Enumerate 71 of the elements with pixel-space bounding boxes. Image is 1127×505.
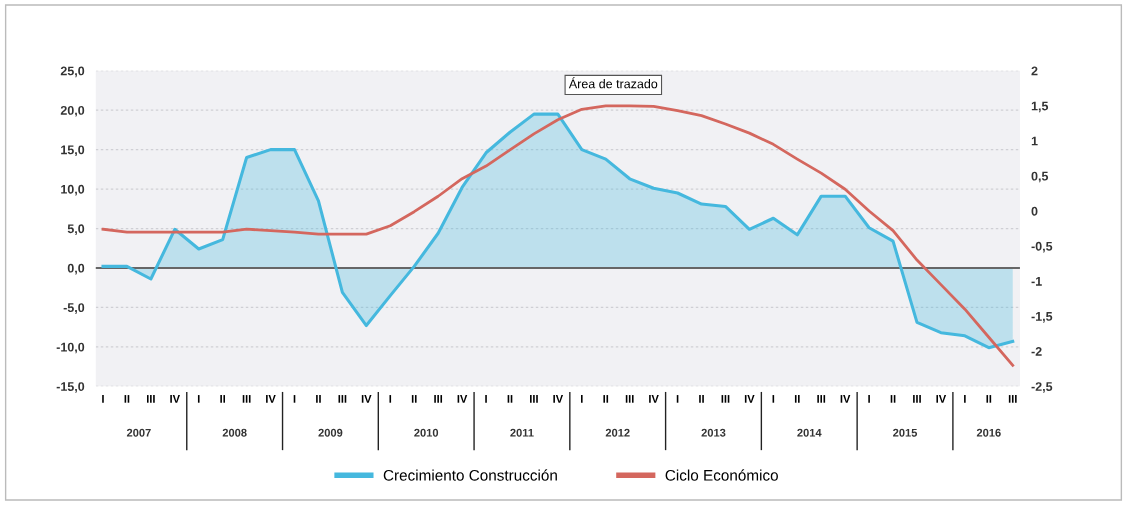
x-tick-label: IV: [840, 395, 851, 403]
x-tick-label: II: [603, 395, 609, 403]
x-tick-label: I: [868, 395, 870, 403]
y-tick-label: -10,0: [56, 342, 85, 354]
y-tick-label: -5,0: [63, 303, 85, 314]
text: 2009: [318, 428, 343, 437]
x-tick-label: IV: [457, 395, 468, 403]
text: 2010: [414, 428, 439, 437]
x-tick-label: III: [434, 395, 443, 403]
text: 2011: [510, 428, 534, 437]
text: 2014: [797, 428, 822, 437]
y-tick-label: 25,0: [60, 66, 85, 78]
x-tick-label: IV: [936, 395, 947, 403]
y2-tick-label: 1: [1031, 136, 1038, 146]
y-tick-label: 10,0: [61, 184, 85, 196]
legend-label: Crecimiento Construcción: [383, 469, 557, 481]
x-tick-label: II: [507, 395, 513, 403]
legend-label: Ciclo Económico: [665, 469, 778, 481]
x-tick-label: II: [986, 395, 992, 403]
x-tick-label: II: [124, 395, 130, 403]
x-tick-label: I: [293, 395, 296, 403]
y-tick-label: 15,0: [61, 145, 85, 157]
x-tick-label: IV: [361, 395, 372, 403]
y2-tick-label: 0,5: [1031, 171, 1049, 183]
x-tick-label: IV: [266, 395, 276, 403]
x-tick-label: I: [485, 395, 487, 403]
text: 2013: [701, 428, 726, 437]
x-tick-label: II: [411, 395, 417, 403]
x-tick-label: I: [581, 395, 583, 403]
x-tick-label: IV: [170, 395, 180, 403]
y2-tick-label: -1: [1031, 277, 1042, 286]
x-tick-label: II: [794, 395, 800, 403]
x-tick-label: III: [625, 395, 634, 403]
x-tick-label: IV: [649, 395, 659, 403]
y2-tick-label: 2: [1031, 66, 1038, 76]
y2-tick-label: -2: [1031, 347, 1042, 356]
text: 2016: [976, 428, 1001, 437]
x-tick-label: II: [890, 395, 896, 403]
x-tick-label: III: [530, 395, 538, 403]
x-tick-label: I: [102, 395, 104, 403]
x-tick-label: III: [817, 395, 826, 403]
y2-tick-label: 1,5: [1031, 101, 1049, 113]
x-tick-label: III: [242, 395, 251, 403]
y2-tick-label: -1,5: [1031, 312, 1053, 323]
text: 2007: [126, 428, 151, 437]
text: 2012: [605, 428, 630, 437]
x-tick-label: II: [699, 395, 704, 403]
y-tick-label: 5,0: [67, 224, 85, 235]
annotation: Área de trazado: [568, 77, 658, 89]
y2-tick-label: -2,5: [1031, 382, 1053, 393]
x-tick-label: I: [964, 395, 966, 403]
y-tick-label: -15,0: [56, 382, 85, 393]
x-tick-label: III: [338, 395, 347, 403]
y2-tick-label: 0: [1031, 206, 1038, 216]
x-tick-label: IV: [744, 395, 755, 403]
x-tick-label: I: [772, 395, 775, 403]
text: 2015: [893, 428, 918, 437]
x-tick-label: III: [913, 395, 921, 403]
y-tick-label: 20,0: [60, 105, 85, 117]
x-tick-label: IV: [553, 395, 564, 403]
x-tick-label: III: [1008, 395, 1017, 403]
x-tick-label: I: [676, 395, 679, 403]
x-tick-label: I: [389, 395, 392, 403]
x-tick-label: II: [220, 395, 226, 403]
x-tick-label: I: [197, 395, 200, 403]
x-tick-label: III: [146, 395, 155, 403]
text: 2008: [222, 428, 247, 437]
y2-tick-label: -0,5: [1031, 241, 1053, 253]
x-tick-label: III: [721, 395, 730, 403]
y-tick-label: 0,0: [67, 263, 85, 275]
x-tick-label: II: [316, 395, 321, 403]
